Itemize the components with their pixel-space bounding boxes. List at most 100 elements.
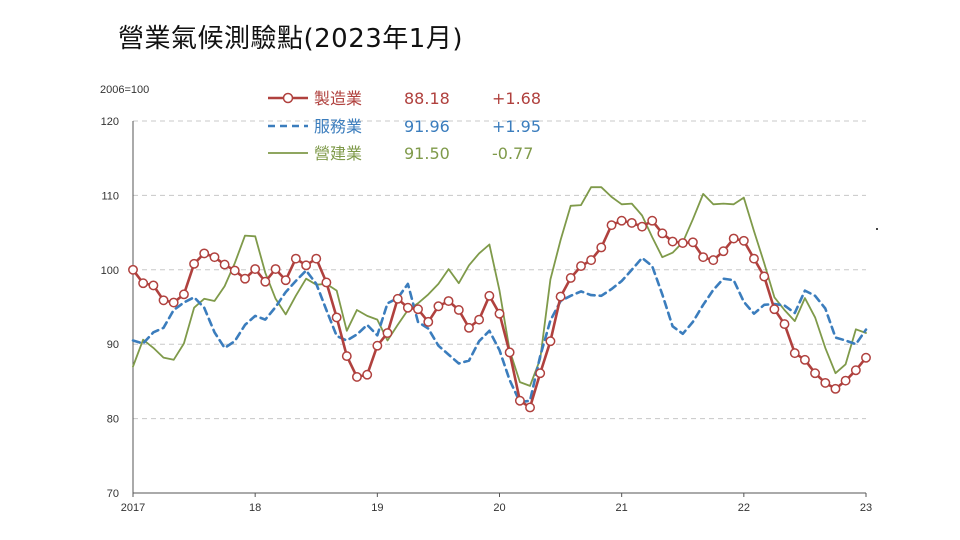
legend-series-name: 服務業 bbox=[314, 117, 362, 136]
data-point bbox=[290, 253, 301, 264]
data-point bbox=[555, 291, 566, 302]
legend-latest-value: 91.50 bbox=[404, 144, 450, 163]
data-point bbox=[820, 377, 831, 388]
x-tick-label: 18 bbox=[249, 502, 261, 514]
data-point bbox=[779, 319, 790, 330]
axes: 70 80 90 100 110 120 2006=100 2017 18 19 20 21 22 23 bbox=[100, 84, 872, 514]
data-point bbox=[311, 253, 322, 264]
data-point bbox=[413, 304, 423, 315]
data-point bbox=[443, 296, 454, 306]
data-point bbox=[647, 215, 658, 226]
data-point bbox=[494, 308, 505, 319]
data-point bbox=[178, 289, 189, 300]
data-point bbox=[759, 271, 770, 282]
legend-series-name: 製造業 bbox=[314, 89, 362, 108]
data-point bbox=[128, 264, 138, 275]
legend-latest-value: 91.96 bbox=[404, 117, 450, 136]
y-tick-label: 70 bbox=[107, 488, 119, 500]
data-point bbox=[453, 305, 464, 315]
gridlines bbox=[133, 120, 866, 420]
data-point bbox=[219, 259, 230, 270]
data-point bbox=[789, 348, 800, 359]
data-point bbox=[718, 246, 729, 257]
legend-swatch-marker bbox=[282, 92, 294, 104]
data-point bbox=[301, 260, 312, 271]
data-point bbox=[657, 228, 668, 239]
data-point bbox=[229, 265, 240, 276]
data-point bbox=[331, 312, 342, 323]
data-point bbox=[637, 221, 648, 232]
data-point bbox=[199, 248, 210, 259]
data-point bbox=[861, 352, 871, 363]
data-point bbox=[433, 301, 444, 312]
data-point bbox=[341, 351, 352, 362]
data-point bbox=[514, 395, 525, 406]
data-point bbox=[626, 217, 637, 228]
data-point bbox=[362, 369, 373, 380]
x-tick-label: 23 bbox=[860, 502, 872, 514]
page-title: 營業氣候測驗點(2023年1月) bbox=[118, 24, 463, 54]
data-point bbox=[687, 237, 698, 248]
data-point bbox=[392, 293, 403, 304]
data-point bbox=[270, 264, 281, 275]
y-tick-label: 120 bbox=[101, 116, 119, 128]
data-point bbox=[606, 220, 617, 231]
data-point bbox=[464, 322, 474, 333]
data-point bbox=[708, 255, 719, 266]
x-tick-label: 19 bbox=[371, 502, 383, 514]
y-axis-unit-label: 2006=100 bbox=[100, 84, 149, 96]
y-tick-label: 100 bbox=[101, 265, 119, 277]
data-point bbox=[504, 347, 515, 358]
x-tick-label: 21 bbox=[616, 502, 628, 514]
data-point bbox=[168, 297, 179, 308]
data-point bbox=[372, 340, 383, 351]
data-point bbox=[677, 238, 688, 248]
x-tick-label: 22 bbox=[738, 502, 750, 514]
data-point bbox=[576, 261, 586, 272]
data-point bbox=[240, 273, 250, 284]
legend-change-value: +1.68 bbox=[492, 89, 541, 108]
data-point bbox=[667, 236, 678, 247]
data-point bbox=[525, 402, 535, 413]
data-point bbox=[698, 252, 709, 263]
data-point bbox=[850, 365, 861, 376]
data-point bbox=[138, 278, 149, 289]
stray-mark bbox=[876, 228, 878, 230]
legend-series-name: 營建業 bbox=[314, 144, 362, 163]
y-tick-label: 110 bbox=[101, 190, 119, 202]
data-point bbox=[535, 368, 546, 379]
data-point bbox=[209, 252, 220, 263]
data-point bbox=[250, 264, 261, 275]
y-tick-label: 90 bbox=[107, 339, 119, 351]
legend-change-value: -0.77 bbox=[492, 144, 533, 163]
data-point bbox=[321, 277, 332, 288]
data-point bbox=[189, 258, 200, 269]
data-point bbox=[280, 275, 291, 286]
data-point bbox=[728, 233, 739, 244]
data-point bbox=[545, 336, 556, 347]
y-tick-label: 80 bbox=[107, 414, 119, 426]
legend-change-value: +1.95 bbox=[492, 117, 541, 136]
data-point bbox=[810, 368, 821, 379]
data-point bbox=[423, 316, 434, 327]
data-point bbox=[474, 314, 485, 325]
x-tick-label: 2017 bbox=[121, 502, 145, 514]
data-point bbox=[830, 383, 841, 394]
data-point bbox=[840, 375, 851, 386]
series-line-1 bbox=[131, 256, 868, 404]
data-point bbox=[382, 328, 393, 338]
data-point bbox=[260, 276, 271, 287]
data-point bbox=[158, 295, 169, 306]
data-point bbox=[616, 215, 627, 226]
series-lines bbox=[128, 186, 871, 413]
legend: 製造業 88.18 +1.68 服務業 91.96 +1.95 營建業 91.50 -0.77 bbox=[268, 89, 541, 163]
data-point bbox=[738, 235, 749, 246]
data-point bbox=[402, 302, 413, 313]
x-tick-label: 20 bbox=[493, 502, 505, 514]
legend-latest-value: 88.18 bbox=[404, 89, 450, 108]
data-point bbox=[799, 354, 810, 365]
data-point bbox=[148, 280, 159, 291]
data-point bbox=[484, 290, 495, 301]
